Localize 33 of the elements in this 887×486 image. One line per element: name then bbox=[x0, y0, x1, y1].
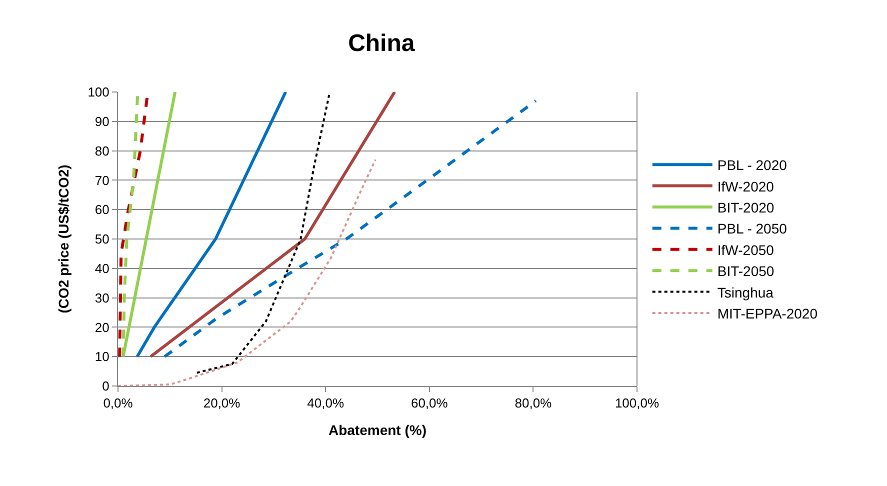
line-series bbox=[118, 158, 376, 386]
y-tick-label: 70 bbox=[94, 172, 110, 188]
legend-label: IfW-2050 bbox=[717, 242, 774, 258]
y-axis-title: (CO2 price (US$/tCO2) bbox=[55, 164, 72, 314]
legend-label: PBL - 2020 bbox=[717, 157, 788, 174]
legend-label: Tsinghua bbox=[717, 284, 774, 300]
legend-label: BIT-2020 bbox=[717, 199, 774, 216]
y-tick-label: 10 bbox=[94, 349, 110, 364]
x-tick-label: 0,0% bbox=[103, 396, 134, 411]
y-tick-label: 90 bbox=[94, 114, 110, 129]
chart-title: China bbox=[348, 30, 416, 57]
line-series bbox=[118, 96, 149, 358]
line-series bbox=[136, 92, 288, 358]
x-tick-label: 60,0% bbox=[410, 396, 448, 411]
x-tick-label: 100,0% bbox=[614, 396, 660, 411]
y-tick-label: 20 bbox=[94, 320, 110, 335]
x-tick-label: 80,0% bbox=[514, 396, 552, 411]
y-tick-label: 30 bbox=[94, 290, 110, 306]
legend-label: MIT-EPPA-2020 bbox=[717, 305, 818, 322]
x-axis-title: Abatement (%) bbox=[328, 422, 427, 438]
line-series bbox=[163, 99, 538, 358]
legend-label: IfW-2020 bbox=[717, 178, 774, 194]
legend-label: PBL - 2050 bbox=[717, 220, 788, 237]
line-series bbox=[196, 92, 331, 374]
y-tick-label: 40 bbox=[94, 260, 110, 276]
y-tick-label: 0 bbox=[102, 378, 110, 394]
y-tick-label: 80 bbox=[94, 143, 110, 158]
y-tick-label: 100 bbox=[88, 84, 110, 100]
y-tick-label: 50 bbox=[94, 232, 110, 247]
x-tick-label: 40,0% bbox=[307, 396, 344, 411]
legend-label: BIT-2050 bbox=[717, 263, 774, 280]
y-tick-label: 60 bbox=[94, 202, 110, 218]
x-tick-label: 20,0% bbox=[203, 396, 241, 411]
